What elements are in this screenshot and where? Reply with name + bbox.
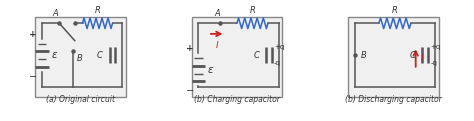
Text: B: B (361, 51, 366, 60)
Text: I: I (420, 54, 423, 63)
FancyBboxPatch shape (191, 17, 283, 97)
Text: (b) Discharging capacitor: (b) Discharging capacitor (345, 95, 442, 104)
Text: ε: ε (208, 65, 214, 75)
Text: R: R (392, 6, 398, 15)
Text: (b) Charging capacitor: (b) Charging capacitor (194, 95, 280, 104)
Text: +: + (186, 44, 193, 53)
Text: -q: -q (274, 60, 281, 66)
Text: −: − (185, 86, 194, 96)
Text: (a) Original circuit: (a) Original circuit (46, 95, 115, 104)
Text: I: I (215, 41, 218, 50)
Text: A: A (215, 9, 220, 18)
Text: C: C (410, 51, 416, 60)
Text: R: R (95, 6, 100, 15)
Text: ε: ε (52, 50, 57, 60)
Text: +: + (29, 30, 37, 39)
Text: −: − (29, 72, 37, 82)
FancyBboxPatch shape (35, 17, 126, 97)
Text: C: C (254, 51, 259, 60)
Text: A: A (53, 9, 58, 18)
Text: +q: +q (274, 44, 284, 50)
Text: R: R (249, 6, 255, 15)
Text: +q: +q (430, 44, 440, 50)
Text: -q: -q (430, 60, 437, 66)
Text: C: C (97, 51, 103, 60)
FancyBboxPatch shape (348, 17, 439, 97)
Text: B: B (77, 54, 82, 63)
